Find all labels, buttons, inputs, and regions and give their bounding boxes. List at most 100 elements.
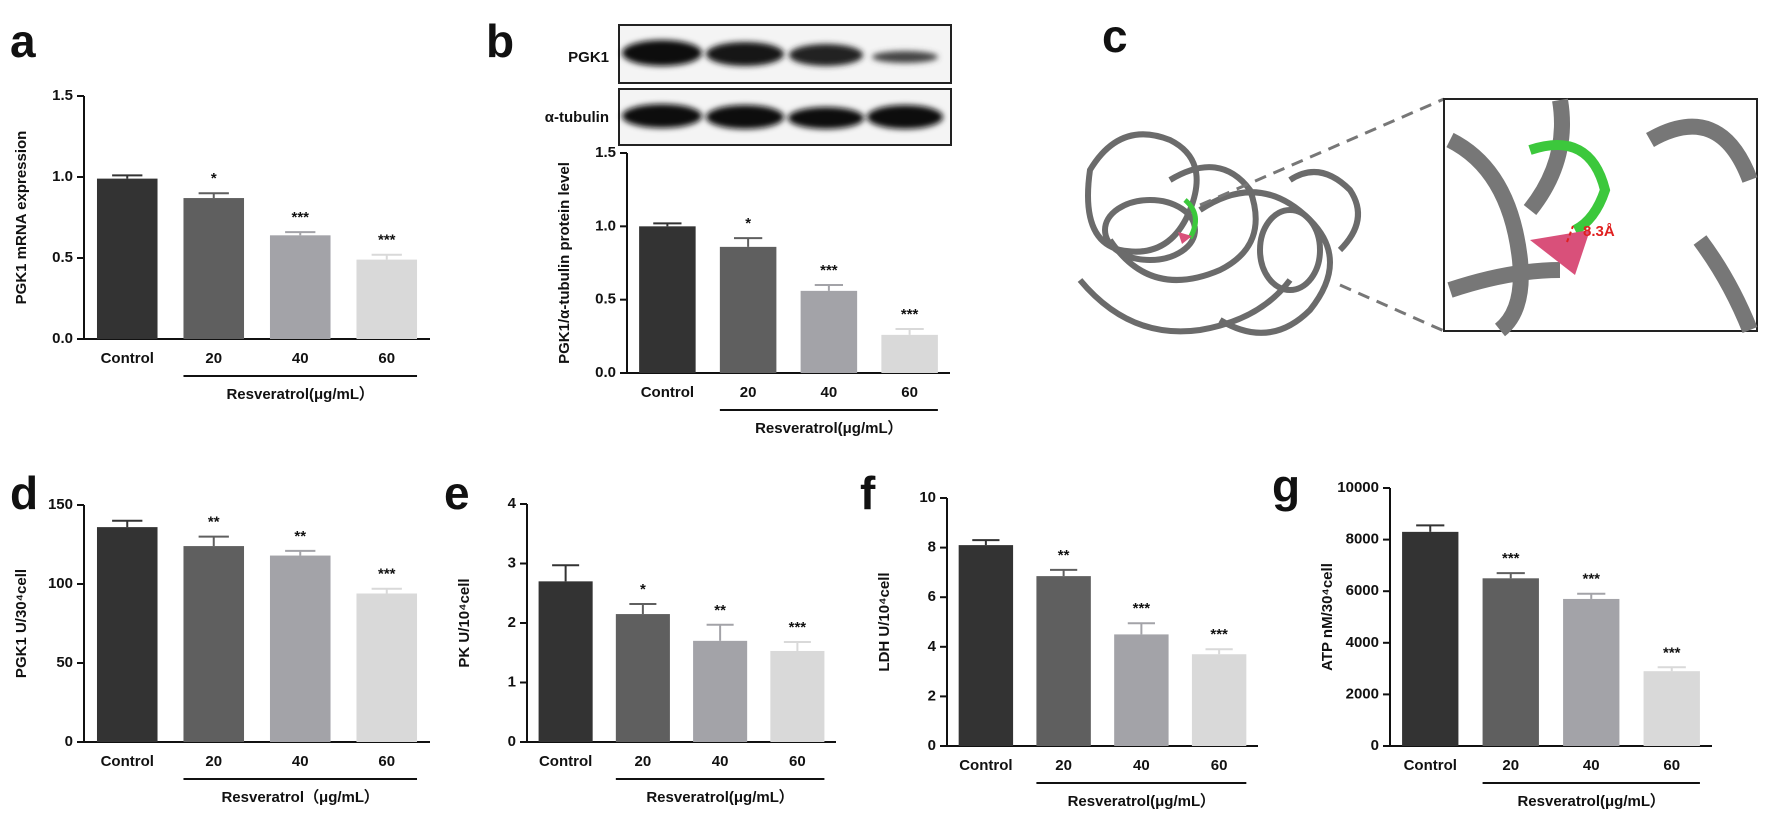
bar — [538, 581, 593, 742]
blot-label: α-tubulin — [545, 109, 609, 126]
y-tick-label: 8 — [928, 539, 936, 556]
x-tick-label: 60 — [901, 384, 918, 401]
y-tick-label: 0.5 — [52, 249, 73, 266]
y-tick-label: 6 — [928, 588, 936, 605]
significance: *** — [1210, 626, 1228, 643]
panel-letter: f — [860, 467, 876, 519]
significance: *** — [820, 262, 838, 279]
y-tick-label: 100 — [48, 575, 73, 592]
y-tick-label: 4000 — [1346, 634, 1379, 651]
protein-structure: c 8.3Å — [1077, 10, 1758, 337]
band — [622, 40, 702, 66]
inset-ribbons — [1446, 98, 1758, 337]
bar — [958, 545, 1014, 746]
x-tick-label: Control — [959, 757, 1012, 774]
band — [788, 107, 864, 129]
y-tick-label: 4 — [928, 638, 937, 655]
x-tick-label: Control — [101, 753, 154, 770]
significance: * — [745, 215, 751, 232]
bar — [183, 198, 245, 339]
band — [622, 104, 702, 128]
y-tick-label: 8000 — [1346, 531, 1379, 548]
bar — [96, 178, 158, 339]
significance: * — [640, 581, 646, 598]
panel-letter: d — [10, 467, 38, 519]
bar — [615, 614, 670, 742]
bar — [1036, 576, 1091, 746]
band — [872, 51, 938, 63]
significance: ** — [1058, 547, 1070, 564]
y-axis-label: ATP nM/30⁴cell — [1319, 563, 1336, 671]
zoom-line — [1339, 283, 1445, 333]
group-label: Resveratrol(μg/mL） — [226, 385, 374, 403]
x-tick-label: Control — [641, 384, 694, 401]
panel-letter: b — [486, 15, 514, 67]
significance: ** — [208, 514, 220, 531]
y-tick-label: 0.5 — [595, 291, 616, 308]
x-tick-label: 40 — [712, 753, 729, 770]
group-label: Resveratrol(μg/mL） — [646, 788, 794, 806]
x-tick-label: Control — [539, 753, 592, 770]
x-tick-label: 20 — [205, 350, 222, 367]
x-tick-label: 60 — [1663, 757, 1680, 774]
highlight-green — [1528, 140, 1611, 235]
x-tick-label: Control — [101, 350, 154, 367]
y-tick-label: 2 — [928, 687, 936, 704]
inset — [1443, 98, 1758, 332]
y-axis-label: PGK1 mRNA expression — [13, 131, 30, 305]
highlight-pink — [1530, 230, 1590, 275]
x-tick-label: 60 — [378, 350, 395, 367]
significance: *** — [378, 566, 396, 583]
y-tick-label: 1.5 — [595, 144, 616, 161]
significance: *** — [1133, 600, 1151, 617]
x-tick-label: Control — [1404, 757, 1457, 774]
x-tick-label: 20 — [635, 753, 652, 770]
x-tick-label: 60 — [378, 753, 395, 770]
highlight-green — [1183, 198, 1198, 240]
significance: ** — [294, 528, 306, 545]
group-label: Resveratrol（μg/mL） — [221, 788, 379, 806]
y-tick-label: 0 — [928, 737, 936, 754]
band — [706, 105, 784, 129]
y-tick-label: 0 — [1371, 737, 1379, 754]
ribbons — [1077, 131, 1361, 336]
y-tick-label: 50 — [56, 654, 73, 671]
y-tick-label: 6000 — [1346, 582, 1379, 599]
panel-letter: g — [1272, 460, 1300, 512]
y-tick-label: 0.0 — [52, 330, 73, 347]
bar — [693, 640, 748, 742]
band — [789, 44, 863, 66]
bar — [881, 334, 938, 373]
x-tick-label: 20 — [1055, 757, 1072, 774]
y-tick-label: 1 — [508, 673, 516, 690]
bar — [183, 546, 245, 742]
y-axis-label: PGK1/α-tubulin protein level — [556, 162, 573, 364]
bar — [356, 593, 418, 742]
x-tick-label: 40 — [1583, 757, 1600, 774]
y-tick-label: 1.0 — [52, 168, 73, 185]
western-blot: PGK1 α-tubulin — [545, 24, 952, 146]
y-tick-label: 3 — [508, 554, 516, 571]
significance: *** — [1502, 550, 1520, 567]
zoom-line — [1199, 97, 1445, 207]
bar — [1402, 531, 1459, 746]
highlight-pink — [1178, 232, 1192, 244]
x-tick-label: 40 — [1133, 757, 1150, 774]
bar — [1191, 654, 1247, 746]
band — [867, 105, 943, 129]
y-tick-label: 0 — [65, 733, 73, 750]
bar — [269, 555, 331, 742]
bar — [770, 650, 825, 742]
y-tick-label: 1.5 — [52, 87, 73, 104]
significance: *** — [1582, 571, 1600, 588]
panel-letter: a — [10, 15, 36, 67]
x-tick-label: 20 — [740, 384, 757, 401]
bar — [1563, 598, 1620, 746]
group-label: Resveratrol(μg/mL） — [1517, 792, 1665, 810]
significance: *** — [378, 232, 396, 249]
group-label: Resveratrol(μg/mL） — [1068, 792, 1216, 810]
x-tick-label: 40 — [292, 753, 309, 770]
panel-letter: e — [444, 467, 470, 519]
x-tick-label: 20 — [205, 753, 222, 770]
